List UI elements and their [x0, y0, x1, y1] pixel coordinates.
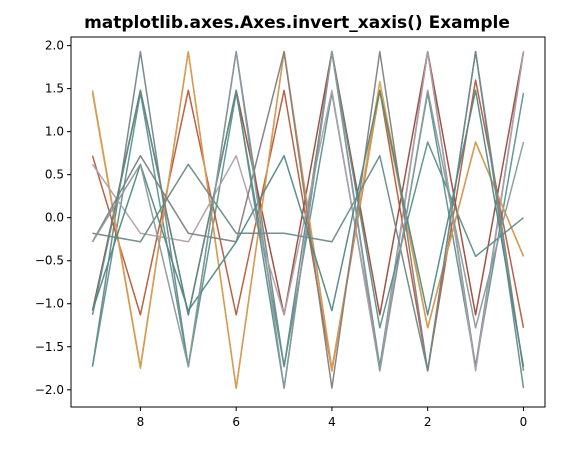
y-tick-label: 0.5: [45, 168, 64, 182]
y-tick-label: −0.5: [35, 254, 64, 268]
x-tick-label: 6: [232, 415, 240, 429]
y-tick-label: 1.0: [45, 125, 64, 139]
axes-layer: 8 6 4 2 0 2.0 1.5 1.0 0.5 0.0 −0.5 −1.0 −1.5 −2.0: [35, 36, 546, 429]
x-tick-label: 2: [424, 415, 432, 429]
series-line-11: [91, 89, 525, 367]
series-line-6: [91, 50, 525, 389]
y-tick-label: 2.0: [45, 39, 64, 53]
y-tick-label: −1.0: [35, 297, 64, 311]
x-tick-label: 8: [137, 415, 145, 429]
y-tick-label: 0.0: [45, 211, 64, 225]
y-tick-label: −1.5: [35, 340, 64, 354]
x-tick-label: 0: [520, 415, 528, 429]
y-tick-label: −2.0: [35, 383, 64, 397]
x-tick-label: 4: [328, 415, 336, 429]
plot-frame: [70, 36, 546, 408]
series-layer: [91, 50, 525, 389]
chart-title: matplotlib.axes.Axes.invert_xaxis() Exam…: [84, 13, 510, 33]
series-line-12: [91, 50, 525, 389]
y-tick-label: 1.5: [45, 82, 64, 96]
